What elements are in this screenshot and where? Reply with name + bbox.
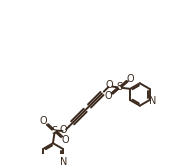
Text: N: N [60, 158, 67, 166]
Text: N: N [149, 96, 156, 106]
Text: O: O [105, 91, 112, 101]
Text: S: S [117, 82, 123, 92]
Text: O: O [40, 116, 47, 126]
Text: O: O [60, 125, 68, 135]
Text: O: O [106, 80, 113, 90]
Text: O: O [62, 135, 69, 145]
Text: O: O [127, 74, 134, 83]
Text: S: S [51, 126, 58, 136]
